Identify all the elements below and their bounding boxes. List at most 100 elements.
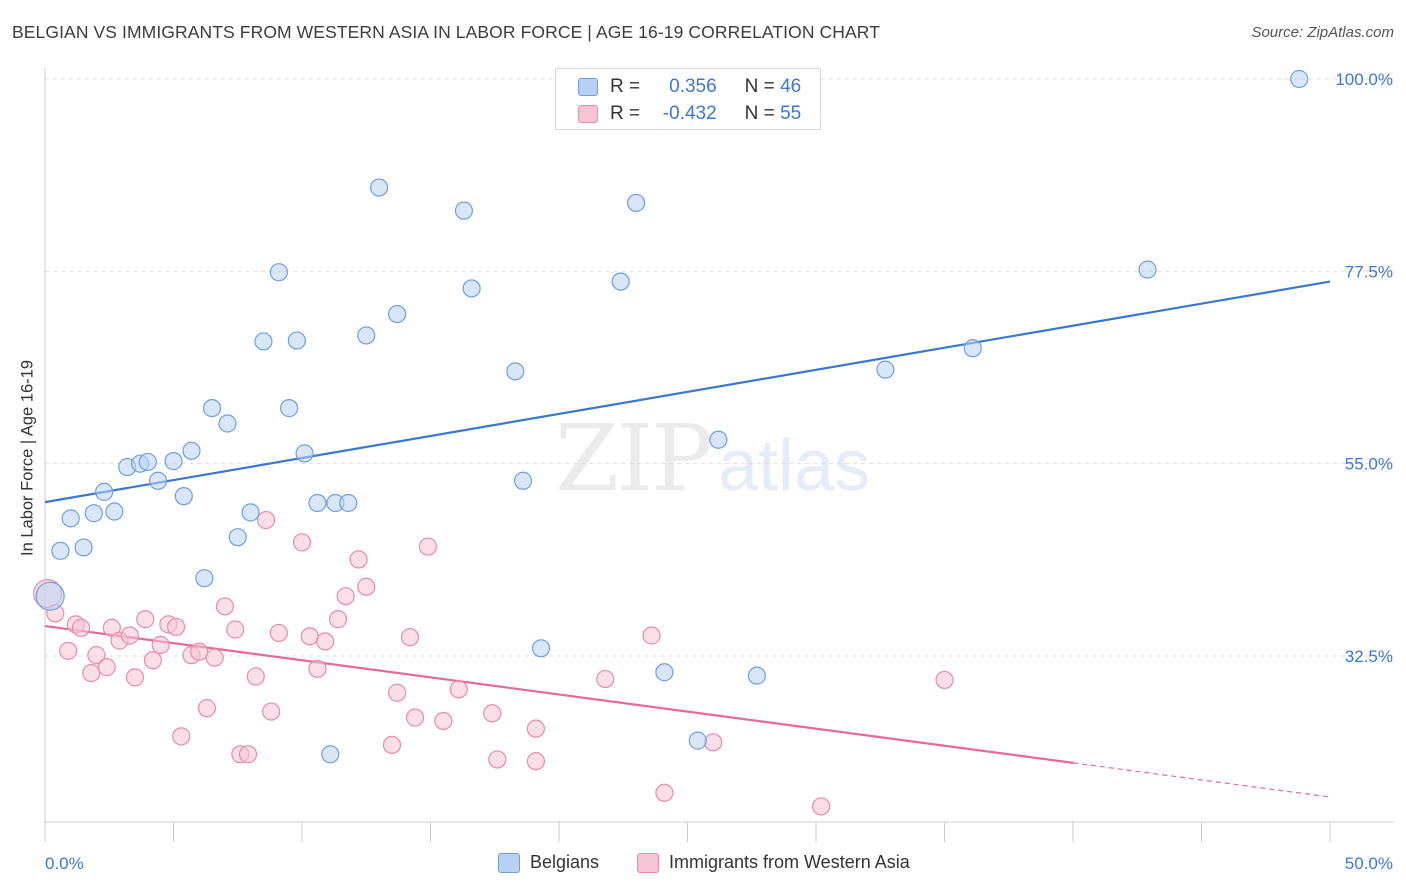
belgians-point xyxy=(1138,260,1157,279)
western-asia-point xyxy=(349,550,368,569)
belgians-point xyxy=(387,304,407,324)
western-asia-point xyxy=(226,620,245,639)
legend-n-value: 55 xyxy=(780,103,802,124)
legend-row-western-asia: R = -0.432 N = 55 xyxy=(578,102,801,126)
western-asia-point xyxy=(483,704,502,723)
western-asia-point xyxy=(238,745,258,764)
belgians-point xyxy=(148,471,168,490)
belgians-point xyxy=(339,493,358,513)
western-asia-point xyxy=(308,659,327,678)
belgians-point xyxy=(195,569,214,588)
western-asia-point xyxy=(387,683,407,702)
belgians-point xyxy=(626,193,646,213)
western-asia-point xyxy=(97,658,116,677)
western-asia-point xyxy=(596,669,615,689)
western-asia-point xyxy=(172,727,191,746)
western-asia-point xyxy=(400,628,420,647)
belgians-point xyxy=(655,663,674,682)
belgians-point xyxy=(295,444,314,463)
y-tick-label: 32.5% xyxy=(1345,647,1393,666)
belgians-point xyxy=(51,541,70,560)
watermark: ZIP atlas xyxy=(555,405,870,512)
x-tick-label: 0.0% xyxy=(45,854,84,873)
western-asia-point xyxy=(642,626,661,645)
y-tick-label: 100.0% xyxy=(1335,70,1393,89)
legend-label-belgians: Belgians xyxy=(530,852,600,872)
western-asia-point xyxy=(205,648,224,667)
western-asia-point xyxy=(704,733,723,752)
western-asia-point xyxy=(269,623,288,643)
western-asia-point xyxy=(215,597,234,616)
western-asia-point xyxy=(812,797,831,816)
western-asia-point xyxy=(405,708,425,727)
watermark-atlas: atlas xyxy=(718,426,870,506)
belgians-point xyxy=(454,201,474,220)
belgians-point xyxy=(506,362,525,381)
legend-item-belgians: Belgians xyxy=(498,852,599,873)
belgians-point xyxy=(321,745,340,764)
belgians-point xyxy=(35,581,65,611)
western-asia-point xyxy=(434,711,453,731)
belgians-point xyxy=(182,441,201,460)
western-asia-point xyxy=(382,735,402,755)
source-credit: Source: ZipAtlas.com xyxy=(1251,24,1394,41)
legend-swatch-pink xyxy=(637,852,659,873)
belgians-point xyxy=(370,178,389,197)
belgians-point xyxy=(254,332,273,351)
western-asia-point xyxy=(300,627,319,646)
legend-n-label: N = xyxy=(744,103,775,124)
western-asia-point xyxy=(197,699,217,718)
western-asia-point xyxy=(526,719,545,738)
belgians-point xyxy=(280,399,299,418)
belgians-point xyxy=(95,482,114,501)
axes xyxy=(44,68,1394,842)
western-asia-point xyxy=(166,617,186,637)
legend-swatch-pink xyxy=(578,105,598,123)
belgians-point xyxy=(876,360,895,379)
western-asia-point xyxy=(935,670,954,690)
belgians-point xyxy=(74,538,93,557)
western-asia-point xyxy=(190,642,209,661)
belgians-point xyxy=(308,493,327,513)
western-asia-point xyxy=(357,577,376,596)
western-asia-point xyxy=(82,663,101,683)
belgians-point xyxy=(963,339,982,358)
belgians-point xyxy=(228,528,247,547)
belgians-point xyxy=(218,414,237,433)
legend-item-western-asia: Immigrants from Western Asia xyxy=(637,852,910,873)
western-asia-point xyxy=(526,752,545,771)
data-points xyxy=(32,69,1309,816)
western-asia-point xyxy=(71,618,91,637)
western-asia-point xyxy=(418,537,438,556)
western-asia-point xyxy=(449,680,468,699)
belgians-point xyxy=(611,272,630,291)
western-asia-point xyxy=(120,626,139,645)
western-asia-point xyxy=(143,651,163,670)
legend-r-label: R = xyxy=(610,76,641,97)
belgians-point xyxy=(513,471,533,490)
belgians-point xyxy=(202,399,222,418)
western-asia-point xyxy=(488,750,507,769)
western-asia-point xyxy=(136,610,155,629)
western-asia-point xyxy=(316,632,335,651)
belgians-point xyxy=(84,504,103,523)
belgians-point xyxy=(164,452,183,471)
belgians-point xyxy=(269,263,288,282)
belgians-point xyxy=(747,666,766,685)
belgians-point xyxy=(105,502,124,521)
belgians-point xyxy=(241,503,260,522)
belgians-point xyxy=(174,487,193,506)
legend-row-belgians: R = 0.356 N = 46 xyxy=(578,75,801,99)
belgians-point xyxy=(1290,69,1309,89)
watermark-zip: ZIP xyxy=(555,405,711,512)
stats-legend: R = 0.356 N = 46 R = -0.432 N = 55 xyxy=(555,68,821,130)
y-tick-labels: 32.5% 55.0% 77.5% 100.0% xyxy=(1335,70,1393,666)
western-asia-point xyxy=(59,641,78,660)
legend-n-value: 46 xyxy=(780,76,802,97)
western-asia-point xyxy=(336,587,355,606)
western-asia-point xyxy=(246,667,265,686)
belgians-point xyxy=(462,279,481,298)
x-tick-label: 50.0% xyxy=(1345,854,1393,873)
legend-r-value: -0.432 xyxy=(662,103,717,124)
